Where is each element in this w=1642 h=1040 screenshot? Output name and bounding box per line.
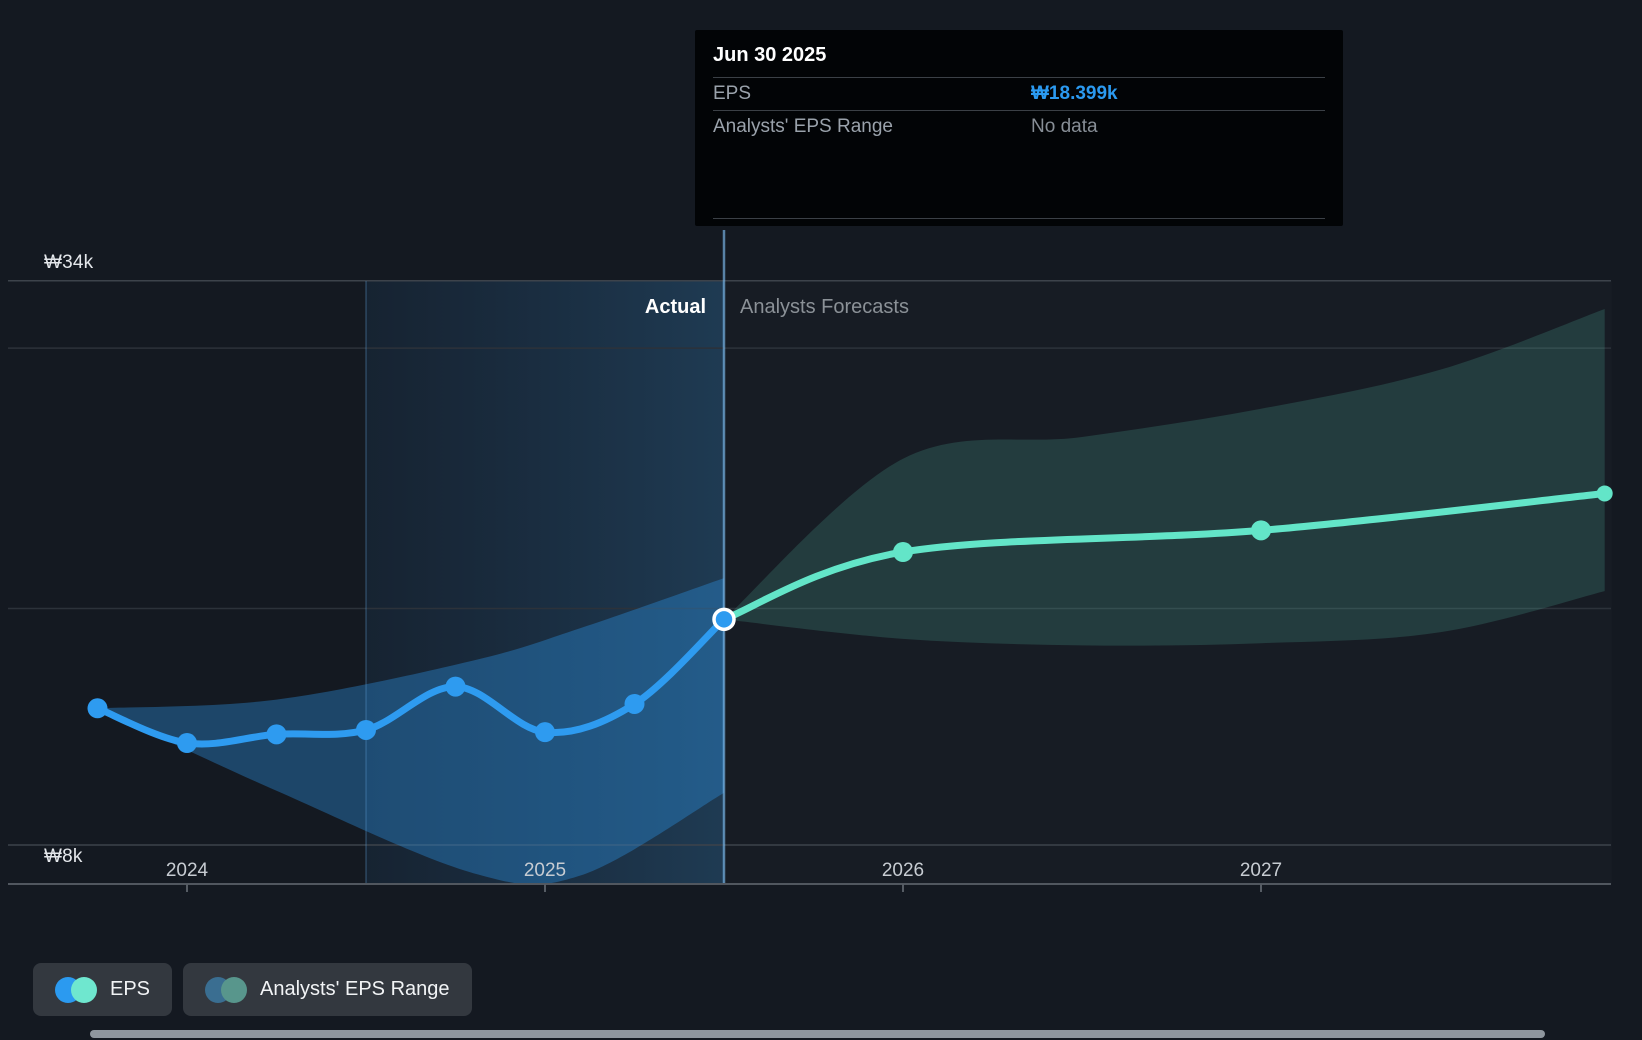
actual-period-highlight [366, 281, 724, 884]
x-tick-2024: 2024 [165, 860, 209, 881]
eps-forecast-line [720, 490, 1609, 623]
y-axis-label-bottom: ₩8k [44, 846, 83, 867]
actual-data-point [356, 719, 376, 740]
range-legend-dots-icon [205, 976, 248, 1003]
forecast-data-point [893, 542, 913, 563]
tooltip-date: Jun 30 2025 [713, 44, 827, 66]
tooltip-row-eps: EPS ₩18.399k [713, 77, 1325, 110]
actual-data-point [535, 722, 555, 743]
hover-tooltip: Jun 30 2025 EPS ₩18.399k Analysts' EPS R… [695, 30, 1343, 226]
forecast-end-point [1596, 485, 1613, 502]
x-tick-2026: 2026 [881, 860, 925, 881]
eps-legend-dots-icon [55, 976, 97, 1003]
tooltip-eps-label: EPS [713, 83, 752, 104]
forecast-data-point [1251, 520, 1271, 541]
range-teal-dot-icon [221, 976, 248, 1003]
forecast-zone-label: Analysts Forecasts [740, 296, 909, 318]
legend-range-label: Analysts' EPS Range [260, 978, 450, 1000]
horizontal-scrollbar[interactable] [90, 1030, 1545, 1038]
actual-eps-range-band [97, 578, 724, 885]
actual-data-point [445, 676, 466, 697]
x-axis-tick-marks [186, 884, 1262, 892]
tooltip-range-value: No data [1031, 116, 1098, 137]
legend-eps-label: EPS [110, 978, 151, 1000]
x-tick-2027: 2027 [1239, 860, 1283, 881]
x-tick-2025: 2025 [523, 860, 567, 881]
y-axis-label-top: ₩34k [44, 252, 94, 273]
actual-zone-label: Actual [644, 296, 706, 318]
tooltip-range-label: Analysts' EPS Range [713, 116, 893, 137]
legend: EPS Analysts' EPS Range [33, 963, 472, 1016]
gridlines [8, 280, 1611, 846]
tooltip-bottom-divider [713, 218, 1325, 219]
eps-teal-dot-icon [71, 976, 97, 1003]
actual-data-point [177, 733, 197, 754]
analysts-eps-range-band [724, 309, 1605, 646]
tooltip-eps-value: ₩18.399k [1031, 83, 1118, 104]
actual-data-point [624, 693, 645, 714]
legend-chip-analysts-range[interactable]: Analysts' EPS Range [183, 963, 472, 1016]
tooltip-row-range: Analysts' EPS Range No data [713, 110, 1325, 143]
actual-data-point [266, 724, 287, 745]
hovered-data-point [712, 607, 736, 632]
actual-data-point [87, 698, 108, 719]
legend-chip-eps[interactable]: EPS [33, 963, 173, 1016]
eps-forecast-data-points [893, 485, 1613, 563]
eps-actual-data-points [87, 607, 736, 754]
